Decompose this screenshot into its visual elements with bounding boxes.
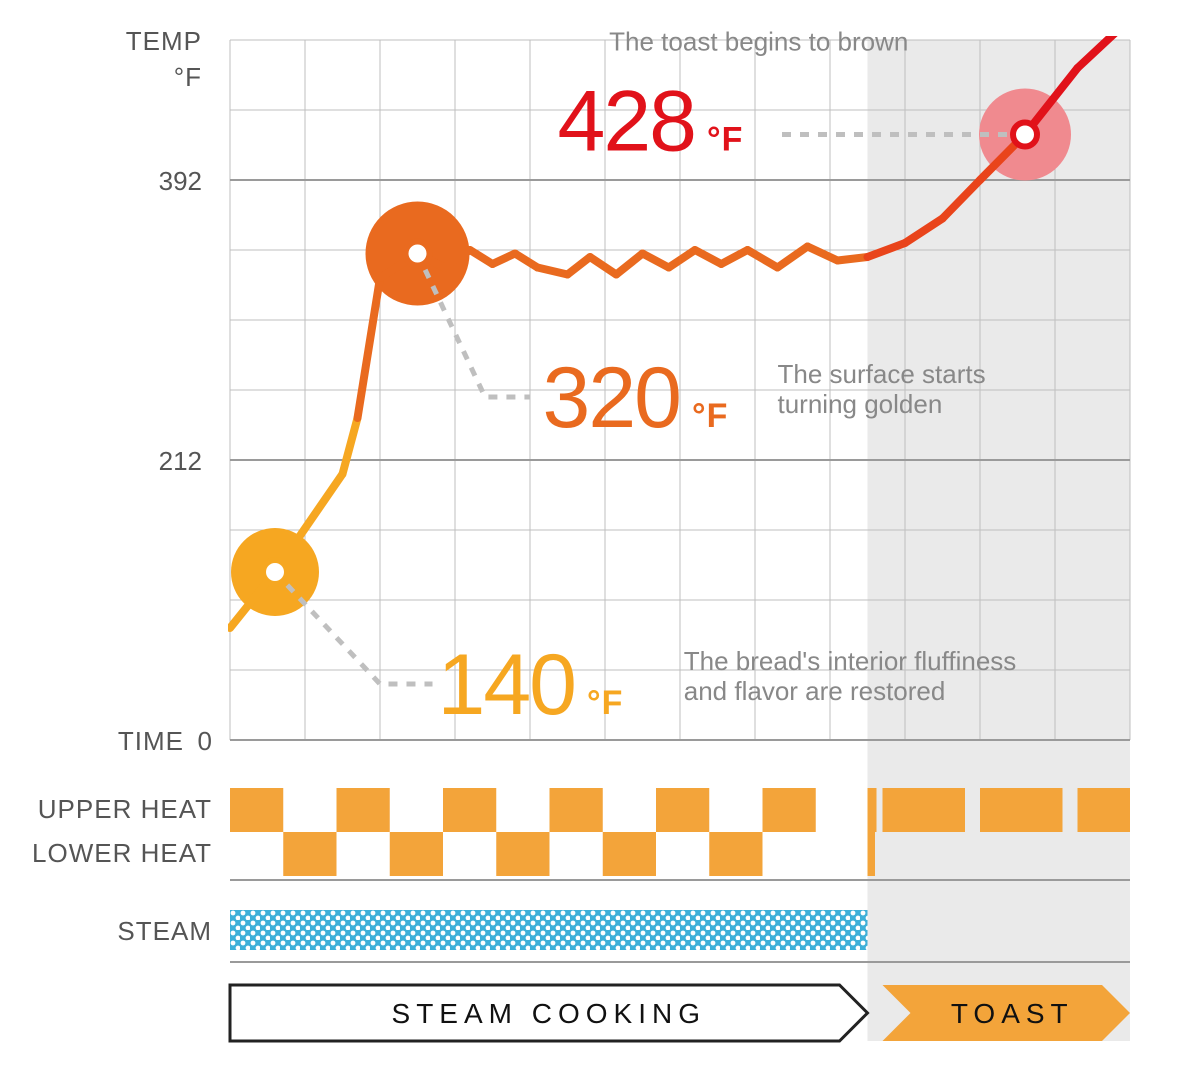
y-tick: 392 (159, 166, 202, 196)
heat-block (390, 832, 443, 876)
heat-block (763, 788, 816, 832)
lower-heat-row-label: LOWER HEAT (32, 838, 212, 868)
heat-block (883, 788, 966, 832)
upper-heat-row-label: UPPER HEAT (38, 794, 212, 824)
x-axis-zero: 0 (198, 726, 212, 756)
y-axis-title: TEMP (126, 26, 202, 56)
y-axis-unit: °F (174, 62, 202, 92)
svg-text:428: 428 (558, 74, 696, 170)
heat-block (443, 788, 496, 832)
svg-text:°F: °F (707, 121, 743, 159)
steam-bar (230, 910, 868, 950)
heat-sliver (868, 832, 876, 876)
callout-m428: 428 °F The toast begins to brown (558, 27, 909, 170)
marker-dot (406, 242, 430, 266)
heat-block (656, 788, 709, 832)
svg-text:140: 140 (438, 637, 576, 733)
svg-text:°F: °F (587, 684, 623, 722)
marker-dot (263, 560, 287, 584)
phase-steam-text: STEAM COOKING (392, 998, 706, 1029)
heat-block (230, 788, 283, 832)
heat-block (550, 788, 603, 832)
phase-toast-text: TOAST (951, 998, 1074, 1029)
heat-block (603, 832, 656, 876)
heat-block (980, 788, 1063, 832)
toast-temperature-chart: TEMP °F 392 212 TIME 0 140 °F The bread's interi… (0, 0, 1200, 1080)
callout-desc: and flavor are restored (684, 676, 946, 706)
callout-desc: turning golden (778, 389, 943, 419)
y-tick: 212 (159, 446, 202, 476)
steam-row-label: STEAM (117, 916, 212, 946)
heat-block (283, 832, 336, 876)
heat-block (496, 832, 549, 876)
toast-zone (868, 40, 1131, 1041)
heat-block (1078, 788, 1131, 832)
heat-block (709, 832, 762, 876)
marker-dot (1013, 123, 1037, 147)
x-axis-title: TIME (118, 726, 184, 756)
callout-desc: The surface starts (778, 359, 986, 389)
heat-block (337, 788, 390, 832)
svg-text:°F: °F (692, 397, 728, 435)
heat-sliver (868, 788, 877, 832)
callout-desc: The bread's interior fluffiness (684, 646, 1017, 676)
svg-text:320: 320 (543, 350, 681, 446)
callout-desc: The toast begins to brown (609, 27, 908, 57)
